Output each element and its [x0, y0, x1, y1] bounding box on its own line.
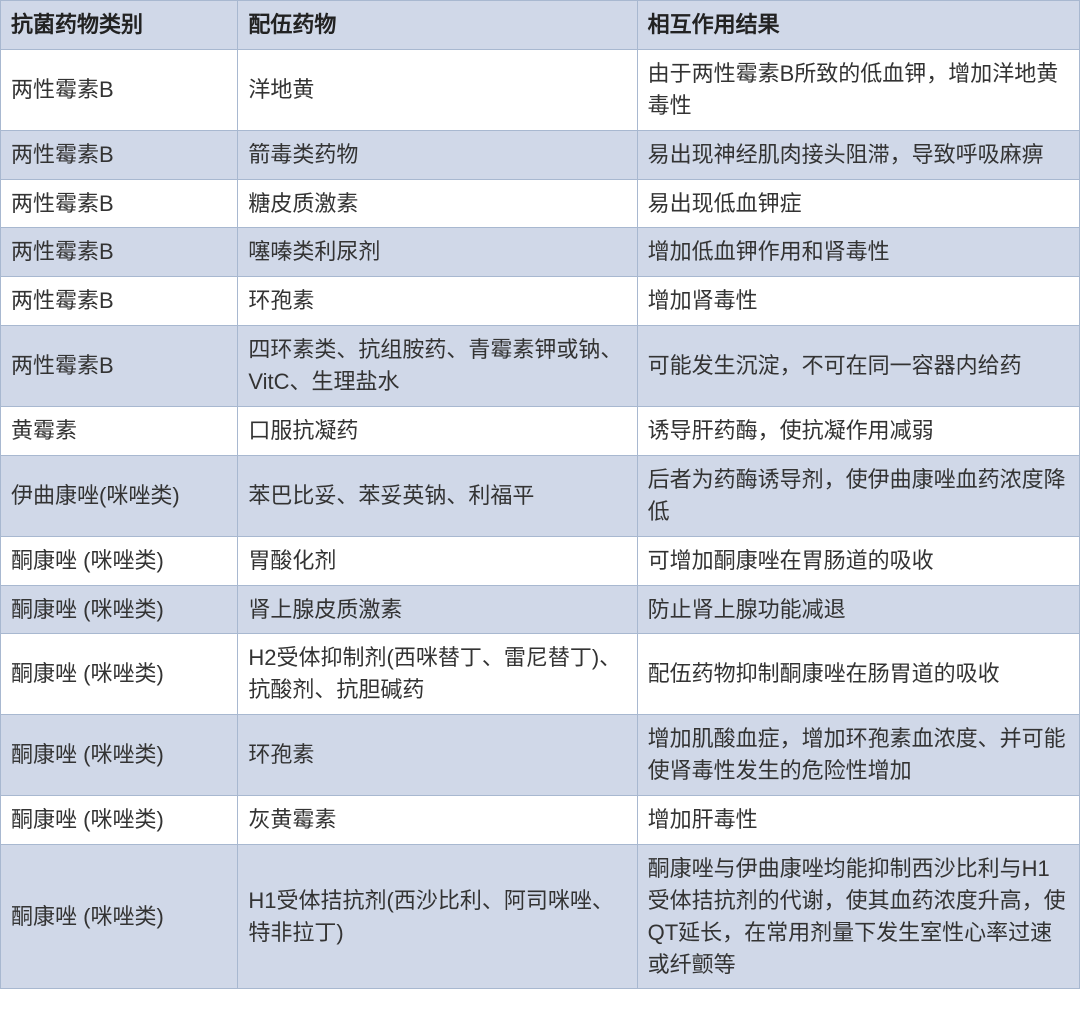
table-header-row: 抗菌药物类别 配伍药物 相互作用结果	[1, 1, 1080, 50]
cell-category: 两性霉素B	[1, 179, 238, 228]
cell-category: 酮康唑 (咪唑类)	[1, 796, 238, 845]
cell-combined: 肾上腺皮质激素	[238, 585, 637, 634]
table-body: 两性霉素B 洋地黄 由于两性霉素B所致的低血钾，增加洋地黄毒性 两性霉素B 箭毒…	[1, 49, 1080, 989]
cell-category: 两性霉素B	[1, 49, 238, 130]
cell-result: 由于两性霉素B所致的低血钾，增加洋地黄毒性	[637, 49, 1079, 130]
cell-combined: 箭毒类药物	[238, 130, 637, 179]
cell-result: 酮康唑与伊曲康唑均能抑制西沙比利与H1受体拮抗剂的代谢，使其血药浓度升高，使QT…	[637, 844, 1079, 989]
cell-combined: 环孢素	[238, 277, 637, 326]
cell-category: 酮康唑 (咪唑类)	[1, 536, 238, 585]
cell-result: 可能发生沉淀，不可在同一容器内给药	[637, 326, 1079, 407]
cell-combined: 环孢素	[238, 715, 637, 796]
cell-combined: 苯巴比妥、苯妥英钠、利福平	[238, 455, 637, 536]
cell-combined: H1受体拮抗剂(西沙比利、阿司咪唑、特非拉丁)	[238, 844, 637, 989]
cell-combined: H2受体抑制剂(西咪替丁、雷尼替丁)、抗酸剂、抗胆碱药	[238, 634, 637, 715]
cell-combined: 四环素类、抗组胺药、青霉素钾或钠、VitC、生理盐水	[238, 326, 637, 407]
cell-combined: 洋地黄	[238, 49, 637, 130]
col-header-interaction-result: 相互作用结果	[637, 1, 1079, 50]
cell-result: 增加低血钾作用和肾毒性	[637, 228, 1079, 277]
table-row: 两性霉素B 箭毒类药物 易出现神经肌肉接头阻滞，导致呼吸麻痹	[1, 130, 1080, 179]
cell-result: 增加肌酸血症，增加环孢素血浓度、并可能使肾毒性发生的危险性增加	[637, 715, 1079, 796]
cell-category: 两性霉素B	[1, 277, 238, 326]
table-row: 黄霉素 口服抗凝药 诱导肝药酶，使抗凝作用减弱	[1, 407, 1080, 456]
cell-category: 酮康唑 (咪唑类)	[1, 844, 238, 989]
cell-category: 两性霉素B	[1, 326, 238, 407]
cell-combined: 胃酸化剂	[238, 536, 637, 585]
cell-category: 酮康唑 (咪唑类)	[1, 715, 238, 796]
table-row: 两性霉素B 糖皮质激素 易出现低血钾症	[1, 179, 1080, 228]
cell-result: 增加肾毒性	[637, 277, 1079, 326]
col-header-category: 抗菌药物类别	[1, 1, 238, 50]
cell-result: 配伍药物抑制酮康唑在肠胃道的吸收	[637, 634, 1079, 715]
cell-combined: 糖皮质激素	[238, 179, 637, 228]
table-row: 酮康唑 (咪唑类) 肾上腺皮质激素 防止肾上腺功能减退	[1, 585, 1080, 634]
cell-result: 易出现低血钾症	[637, 179, 1079, 228]
table-row: 伊曲康唑(咪唑类) 苯巴比妥、苯妥英钠、利福平 后者为药酶诱导剂，使伊曲康唑血药…	[1, 455, 1080, 536]
cell-result: 诱导肝药酶，使抗凝作用减弱	[637, 407, 1079, 456]
cell-result: 易出现神经肌肉接头阻滞，导致呼吸麻痹	[637, 130, 1079, 179]
cell-category: 黄霉素	[1, 407, 238, 456]
table-row: 酮康唑 (咪唑类) 胃酸化剂 可增加酮康唑在胃肠道的吸收	[1, 536, 1080, 585]
cell-result: 可增加酮康唑在胃肠道的吸收	[637, 536, 1079, 585]
col-header-combined-drug: 配伍药物	[238, 1, 637, 50]
cell-combined: 灰黄霉素	[238, 796, 637, 845]
drug-interaction-table: 抗菌药物类别 配伍药物 相互作用结果 两性霉素B 洋地黄 由于两性霉素B所致的低…	[0, 0, 1080, 989]
table-row: 两性霉素B 四环素类、抗组胺药、青霉素钾或钠、VitC、生理盐水 可能发生沉淀，…	[1, 326, 1080, 407]
cell-combined: 口服抗凝药	[238, 407, 637, 456]
cell-category: 两性霉素B	[1, 130, 238, 179]
table-row: 两性霉素B 环孢素 增加肾毒性	[1, 277, 1080, 326]
cell-category: 两性霉素B	[1, 228, 238, 277]
cell-category: 伊曲康唑(咪唑类)	[1, 455, 238, 536]
cell-category: 酮康唑 (咪唑类)	[1, 585, 238, 634]
table-row: 酮康唑 (咪唑类) H2受体抑制剂(西咪替丁、雷尼替丁)、抗酸剂、抗胆碱药 配伍…	[1, 634, 1080, 715]
cell-result: 增加肝毒性	[637, 796, 1079, 845]
table-row: 两性霉素B 洋地黄 由于两性霉素B所致的低血钾，增加洋地黄毒性	[1, 49, 1080, 130]
table-row: 酮康唑 (咪唑类) 环孢素 增加肌酸血症，增加环孢素血浓度、并可能使肾毒性发生的…	[1, 715, 1080, 796]
table-row: 两性霉素B 噻嗪类利尿剂 增加低血钾作用和肾毒性	[1, 228, 1080, 277]
table-row: 酮康唑 (咪唑类) 灰黄霉素 增加肝毒性	[1, 796, 1080, 845]
cell-combined: 噻嗪类利尿剂	[238, 228, 637, 277]
cell-result: 后者为药酶诱导剂，使伊曲康唑血药浓度降低	[637, 455, 1079, 536]
table-row: 酮康唑 (咪唑类) H1受体拮抗剂(西沙比利、阿司咪唑、特非拉丁) 酮康唑与伊曲…	[1, 844, 1080, 989]
cell-category: 酮康唑 (咪唑类)	[1, 634, 238, 715]
cell-result: 防止肾上腺功能减退	[637, 585, 1079, 634]
